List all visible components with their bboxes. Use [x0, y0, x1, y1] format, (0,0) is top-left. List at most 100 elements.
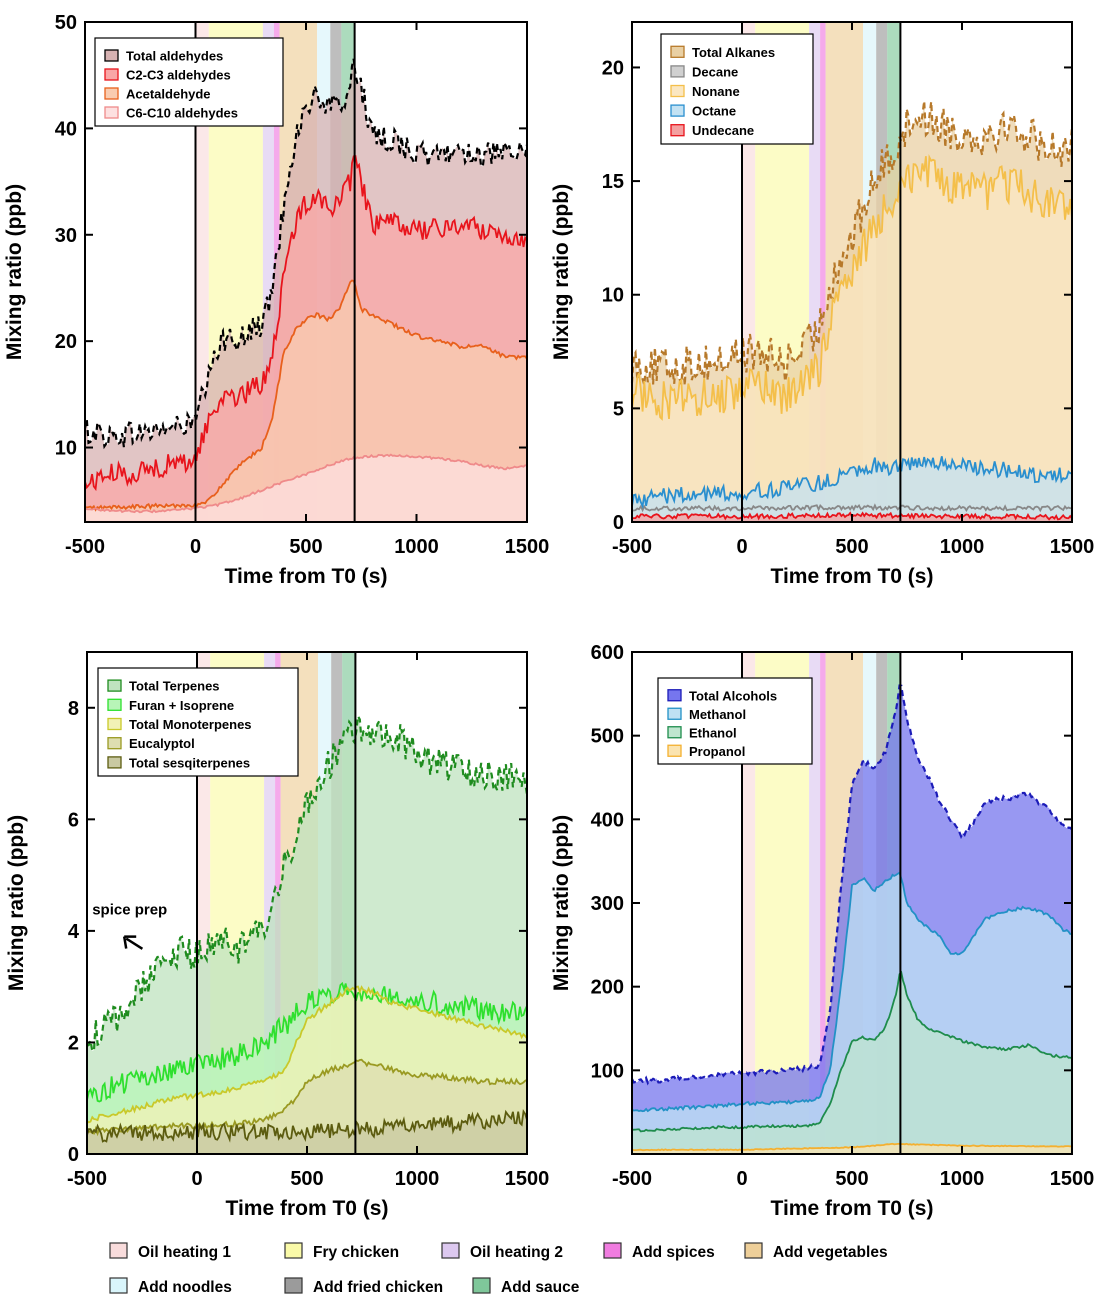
legend-swatch	[107, 756, 122, 769]
legend-swatch	[107, 698, 122, 711]
legend-label: C2-C3 aldehydes	[126, 68, 231, 83]
activity-legend-swatch-oil1	[109, 1242, 128, 1259]
annotation-arrow	[125, 937, 144, 950]
y-tick-label: 6	[68, 809, 79, 831]
y-tick-label: 300	[591, 893, 624, 915]
legend-swatch	[670, 65, 685, 78]
legend-label: Acetaldehyde	[126, 87, 211, 102]
y-tick-label: 30	[55, 225, 77, 247]
activity-band-oil1	[742, 652, 756, 1154]
series-line-terpenes-0	[86, 712, 529, 1053]
chart-panel-aldehydes: -500 0 500 1000 1500 10 20 30 40 50 Time from T0 (…	[3, 12, 549, 588]
activity-legend-label-noodles: Add noodles	[138, 1279, 232, 1296]
activity-band-oil2	[809, 652, 821, 1154]
x-tick-label: 0	[191, 1168, 202, 1190]
activity-legend-label-oil2: Oil heating 2	[470, 1244, 563, 1261]
y-tick-label: 600	[591, 642, 624, 664]
activity-legend-label-spices: Add spices	[632, 1244, 715, 1261]
legend-swatch	[104, 87, 119, 100]
legend-swatch	[104, 49, 119, 62]
annotation-text: spice prep	[92, 902, 167, 919]
annotation-arrowhead	[122, 935, 137, 949]
x-tick-label: 1000	[394, 536, 439, 558]
legend-box	[94, 37, 284, 127]
activity-legend-swatch-friedchicken	[284, 1277, 303, 1294]
legend-label: Propanol	[689, 744, 745, 759]
series-line-alkanes-0	[630, 100, 1074, 386]
x-tick-label: 0	[190, 536, 201, 558]
x-axis-label: Time from T0 (s)	[226, 1197, 389, 1220]
legend-label: Eucalyptol	[129, 736, 195, 751]
activity-band-oil2	[262, 22, 274, 522]
y-tick-label: 20	[602, 57, 624, 79]
y-tick-label: 2	[68, 1032, 79, 1054]
series-line-terpenes-3	[86, 1058, 528, 1137]
y-tick-label: 50	[55, 12, 77, 34]
area-alcohols-2	[632, 972, 1072, 1154]
activity-legend-label-friedchicken: Add fried chicken	[313, 1279, 443, 1296]
legend-label: Nonane	[692, 84, 740, 99]
legend-swatch	[104, 68, 119, 81]
activity-band-oil2	[264, 652, 276, 1154]
legend-label: Furan + Isoprene	[129, 698, 234, 713]
x-tick-label: 1500	[505, 536, 550, 558]
activity-band-spices	[820, 652, 826, 1154]
legend-label: C6-C10 aldehydes	[126, 106, 238, 121]
x-tick-label: 1000	[940, 1168, 985, 1190]
activity-band-oil2	[809, 22, 821, 522]
legend-swatch	[107, 737, 122, 750]
legend-label: Octane	[692, 104, 736, 119]
legend-aldehydes: Total aldehydes C2-C3 aldehydes Acetaldehy…	[94, 37, 284, 127]
series-line-alkanes-1	[632, 503, 1073, 513]
series-line-aldehydes-0	[83, 58, 529, 450]
legend-swatch	[670, 124, 685, 137]
y-axis-label: Mixing ratio (ppb)	[550, 184, 573, 360]
legend-label: Total sesqiterpenes	[129, 755, 250, 770]
legend-swatch	[667, 726, 682, 739]
series-line-alkanes-3	[631, 456, 1072, 510]
y-tick-label: 5	[613, 398, 624, 420]
y-tick-label: 0	[613, 512, 624, 534]
legend-label: Methanol	[689, 707, 746, 722]
series-line-terpenes-2	[86, 985, 528, 1124]
activity-legend: Oil heating 1 Fry chicken Oil heating 2 Add…	[109, 1242, 888, 1296]
series-line-terpenes-4	[86, 1109, 528, 1143]
series-line-alcohols-2	[631, 970, 1073, 1133]
x-tick-label: 1500	[505, 1168, 550, 1190]
x-tick-label: 1000	[395, 1168, 440, 1190]
series-line-alkanes-2	[631, 153, 1073, 421]
activity-legend-swatch-sauce	[472, 1277, 491, 1294]
x-tick-label: 1000	[940, 536, 985, 558]
activity-legend-swatch-fry	[284, 1242, 303, 1259]
legend-label: Total aldehydes	[126, 49, 223, 64]
legend-label: Decane	[692, 64, 738, 79]
x-tick-label: -500	[65, 536, 105, 558]
x-axis-label: Time from T0 (s)	[771, 1197, 934, 1220]
y-tick-label: 10	[55, 438, 77, 460]
x-axis-label: Time from T0 (s)	[771, 565, 934, 588]
legend-terpenes: Total Terpenes Furan + Isoprene Total Mono…	[97, 667, 299, 777]
legend-swatch	[107, 717, 122, 731]
x-tick-label: 1500	[1050, 1168, 1095, 1190]
y-tick-label: 200	[591, 977, 624, 999]
legend-label: Total Monoterpenes	[129, 717, 252, 732]
y-tick-label: 500	[591, 726, 624, 748]
y-axis-label: Mixing ratio (ppb)	[5, 815, 28, 991]
activity-band-spices	[820, 22, 826, 522]
legend-label: Ethanol	[689, 725, 737, 740]
y-axis-label: Mixing ratio (ppb)	[3, 184, 26, 360]
activity-legend-label-oil1: Oil heating 1	[138, 1244, 231, 1261]
series-line-aldehydes-1	[84, 155, 528, 492]
legend-alkanes: Total Alkanes Decane Nonane Octane Undecane	[660, 33, 814, 145]
chart-panel-alcohols: -500 0 500 1000 1500 100 200 300 400 500 600 Time f…	[550, 642, 1094, 1220]
y-tick-label: 400	[591, 809, 624, 831]
y-axis-label: Mixing ratio (ppb)	[550, 815, 573, 991]
legend-label: Total Alcohols	[689, 688, 777, 703]
legend-label: Total Alkanes	[692, 45, 775, 60]
series-line-alcohols-0	[631, 684, 1073, 1086]
y-tick-label: 15	[602, 171, 624, 193]
legend-label: Undecane	[692, 123, 754, 138]
y-tick-label: 0	[68, 1144, 79, 1166]
activity-legend-swatch-spices	[603, 1242, 622, 1259]
